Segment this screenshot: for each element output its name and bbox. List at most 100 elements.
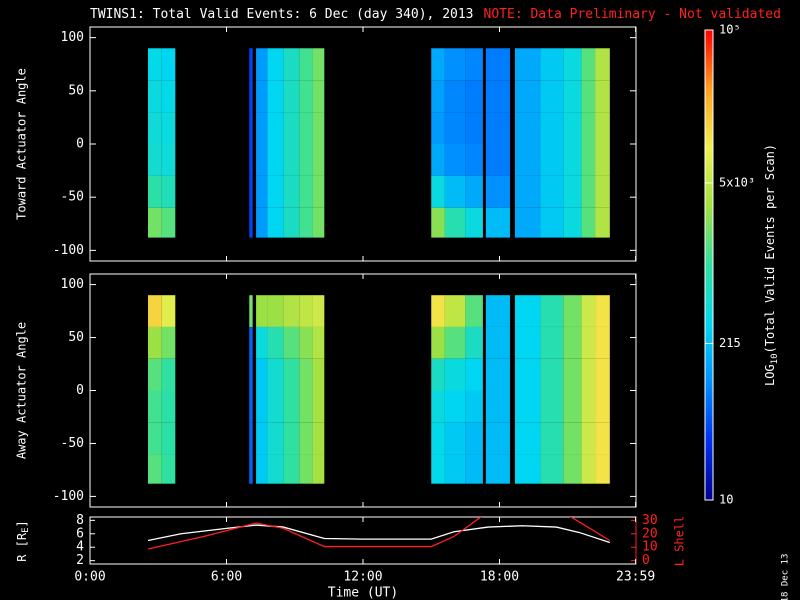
heat-cell [514,175,541,208]
heat-cell [563,48,582,81]
heat-cell [267,207,284,238]
heat-cell [540,207,564,238]
heat-cell [540,144,564,176]
heat-cell [563,422,582,455]
heat-cell [161,358,176,391]
colorbar-label-part: (Total Valid Events per Scan) [763,144,777,354]
heat-cell [431,454,445,484]
heat-cell [299,175,313,208]
heat-cell [299,48,313,81]
heat-cell [581,175,596,208]
heat-cell [267,358,284,391]
heat-cell [581,422,596,455]
y-tick-label: -100 [53,489,84,504]
heat-cell [299,80,313,113]
heat-cell [485,112,510,144]
heat-cell [444,207,466,238]
heat-cell [595,326,610,359]
heat-cell [267,175,284,208]
heat-cell [540,295,564,327]
heat-cell [148,295,162,327]
heat-cell [540,112,564,144]
heat-cell [540,175,564,208]
y2-tick-label: 10 [642,540,658,555]
heat-cell [148,422,162,455]
heat-cell [148,48,162,81]
y2-tick-label: 20 [642,526,658,541]
heat-cell [431,144,445,176]
heat-cell [540,80,564,113]
heat-cell [563,454,582,484]
heat-cell [465,295,483,327]
series-line [147,517,611,550]
heat-cell [148,358,162,391]
y-axis-label-part: E [21,527,31,532]
heat-cell [148,390,162,423]
heat-cell [485,80,510,113]
colorbar-tick-label: 215 [719,336,741,350]
heat-cell [581,48,596,81]
heat-cell [148,80,162,113]
heat-cell [431,326,445,359]
heat-cell [444,358,466,391]
heat-cell [485,48,510,81]
stamp: 18 Dec 13 [781,554,791,600]
heat-cell [485,422,510,455]
heat-cell [563,112,582,144]
heat-cell [444,48,466,81]
heat-cell [267,144,284,176]
heat-cell [563,175,582,208]
heat-cell [444,175,466,208]
heat-cell [256,295,268,327]
heat-cell [283,112,300,144]
heat-cell [256,454,268,484]
heat-cell [267,112,284,144]
heat-cell [161,144,176,176]
heat-cell [299,295,313,327]
heat-cell [283,144,300,176]
y-axis-label-part: ] [15,520,29,527]
heat-cell [148,454,162,484]
heat-cell [431,175,445,208]
heat-cell [249,207,253,238]
x-tick-label: 12:00 [343,570,382,585]
heat-cell [595,175,610,208]
heat-cell [256,358,268,391]
heat-cell [595,48,610,81]
heat-cell [283,422,300,455]
heat-cell [299,144,313,176]
colorbar-tick-label: 10⁵ [719,23,741,37]
heat-cell [249,144,253,176]
heat-cell [249,295,253,327]
heat-cell [431,48,445,81]
heat-cell [161,454,176,484]
heat-cell [256,422,268,455]
heat-cell [431,295,445,327]
heat-cell [465,175,483,208]
heat-cell [595,144,610,176]
heat-cell [312,390,325,423]
heat-cell [540,390,564,423]
heat-cell [444,295,466,327]
heat-cell [148,326,162,359]
heat-cell [514,454,541,484]
heat-cell [312,112,325,144]
heat-cell [514,390,541,423]
heat-cell [283,80,300,113]
y-tick-label: 100 [61,30,84,45]
heat-cell [312,358,325,391]
heat-cell [256,48,268,81]
heat-cell [595,112,610,144]
heat-cell [514,295,541,327]
heat-cell [485,390,510,423]
heat-cell [563,207,582,238]
heat-cell [465,144,483,176]
heat-cell [514,207,541,238]
heat-cell [256,144,268,176]
title-text: TWINS1: Total Valid Events: 6 Dec (day 3… [90,7,474,22]
heat-cell [485,295,510,327]
heat-cell [312,454,325,484]
heat-cell [267,326,284,359]
heat-cell [148,112,162,144]
y-tick-label: -50 [61,190,84,205]
